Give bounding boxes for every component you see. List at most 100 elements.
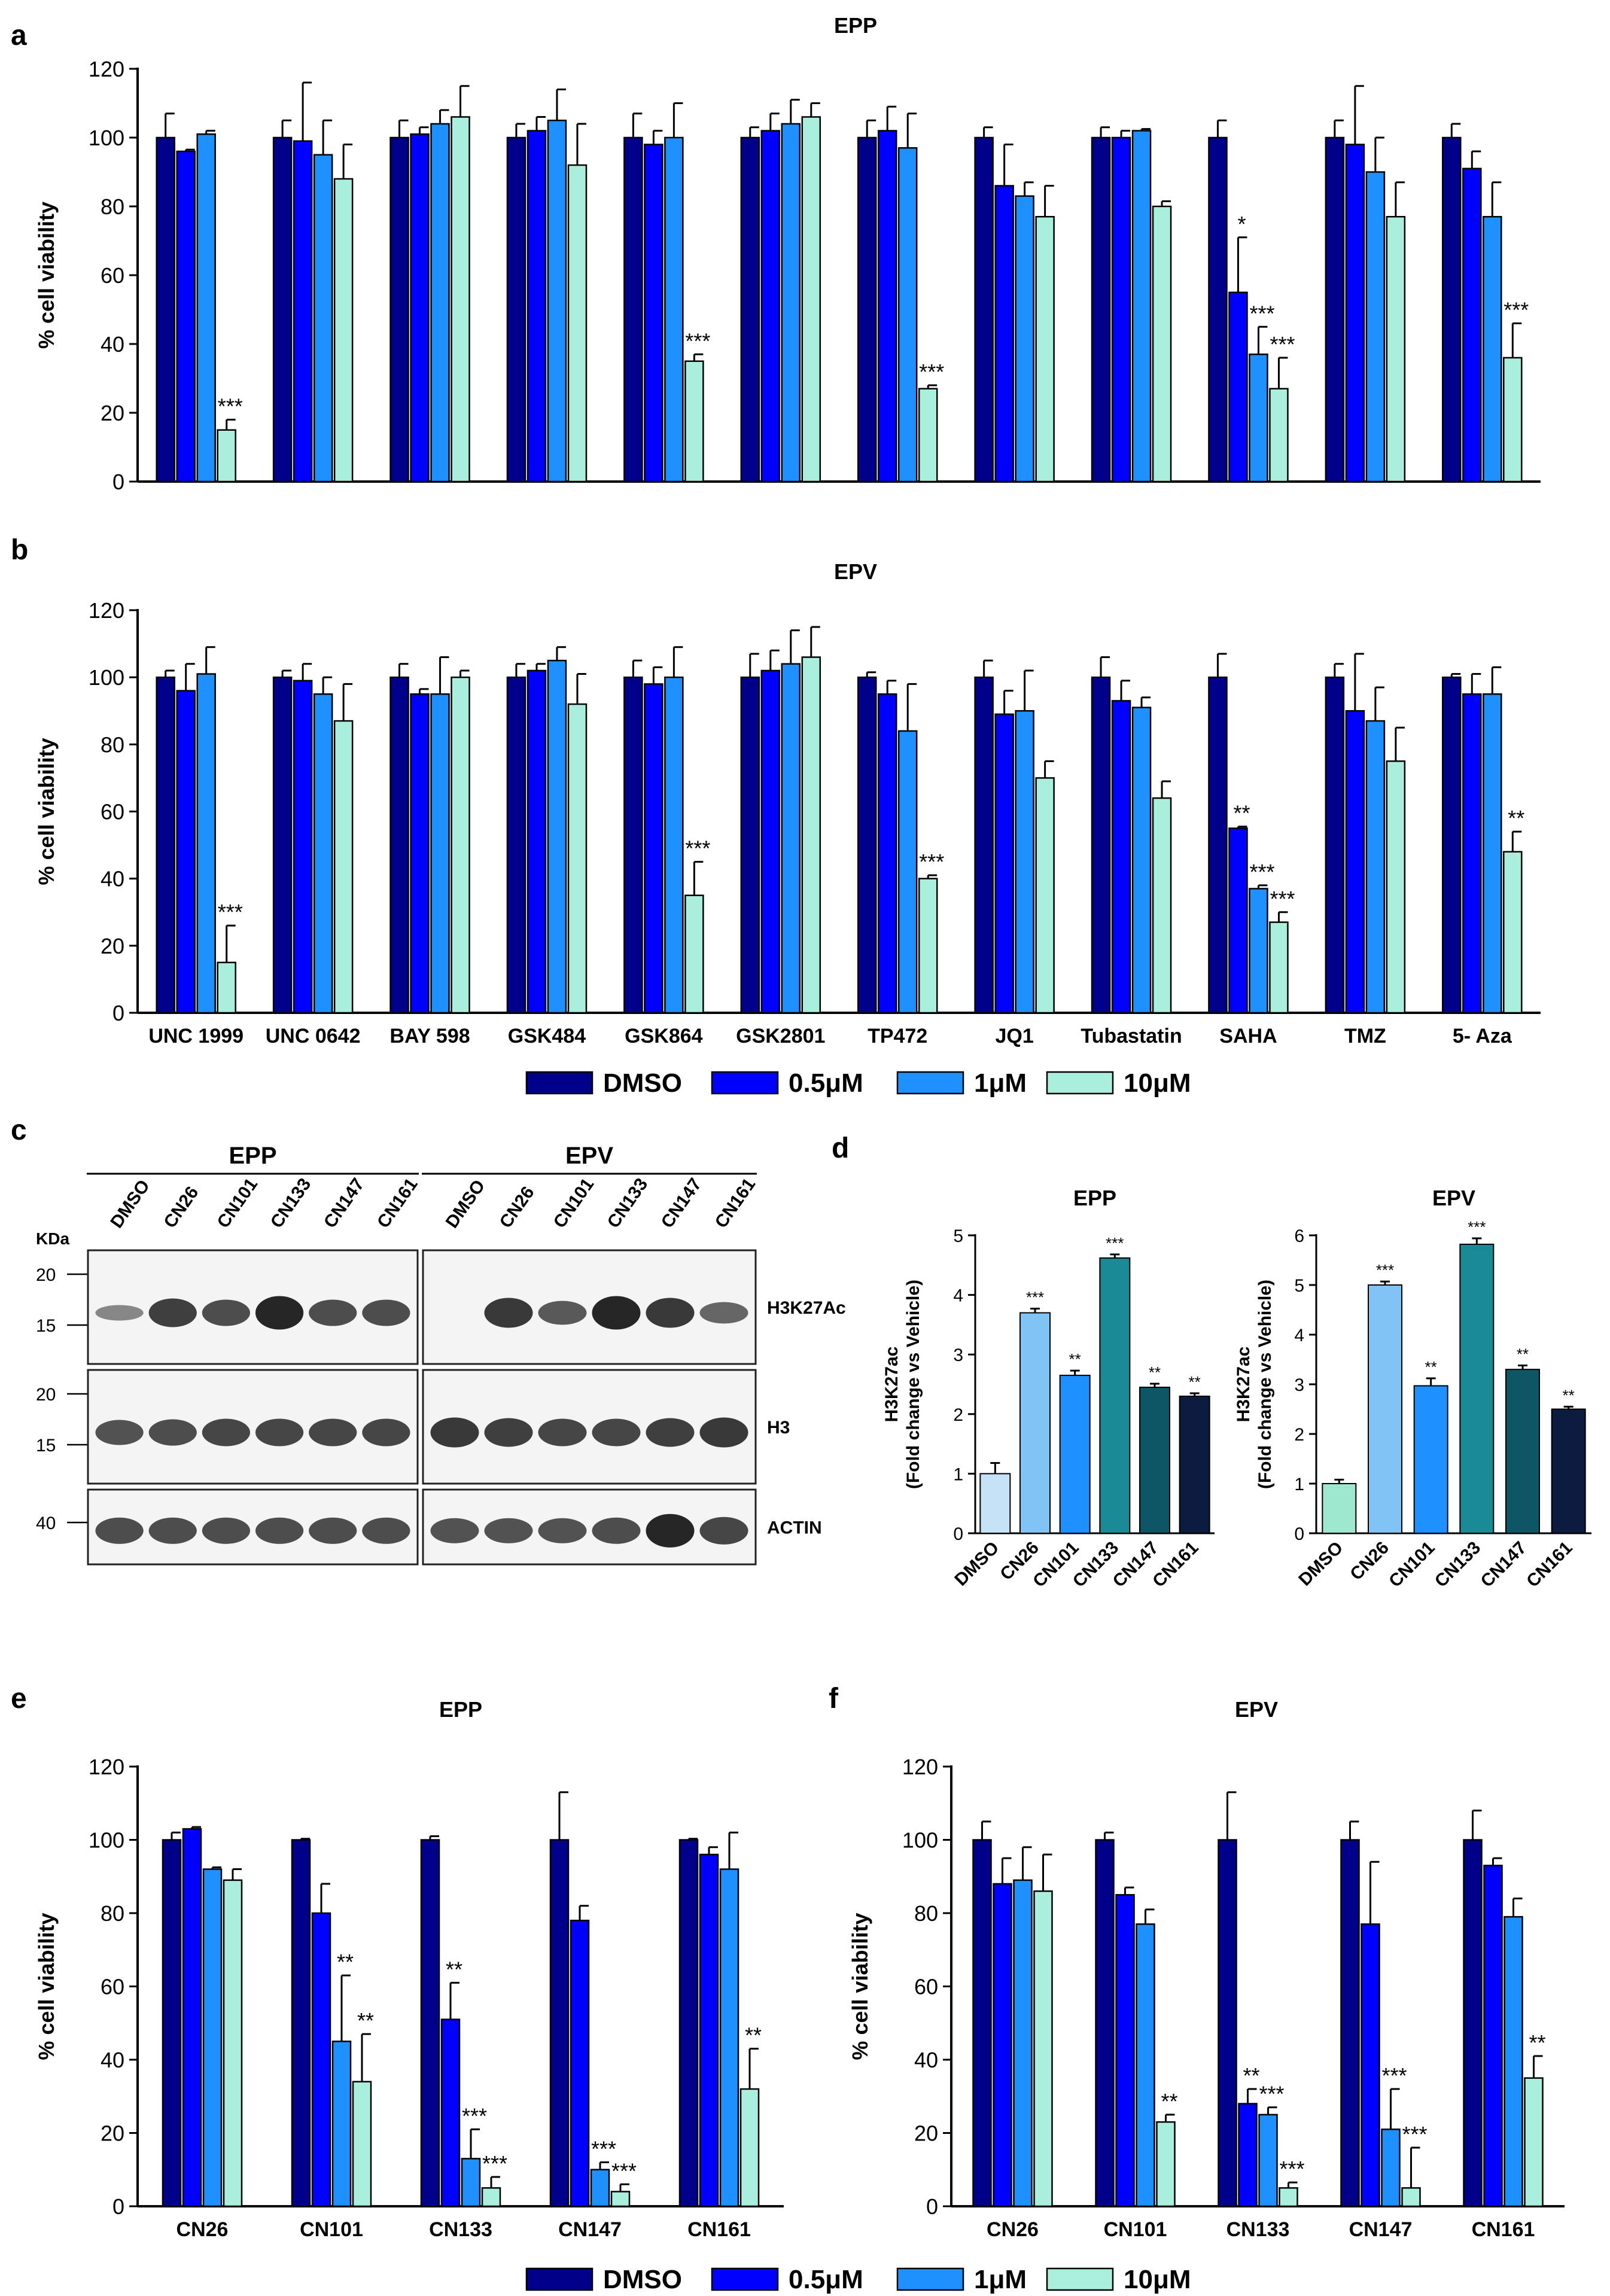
bar-0-1: [993, 1883, 1012, 2207]
bar-8-0: [1091, 136, 1111, 483]
legend-swatch-2: [896, 1071, 964, 1095]
legend-bottom: DMSO 0.5μM 1μM 10μM: [525, 2265, 1191, 2294]
y-tick-label-4: 4: [953, 1286, 963, 1306]
blot-band-2-0-3: [255, 1517, 304, 1544]
y-axis-label-b: % cell viability: [34, 738, 59, 885]
bar-10-0: [1325, 676, 1345, 1014]
bar-1-2: [1136, 1923, 1155, 2207]
significance-label: ***: [482, 2151, 507, 2176]
bar-4-1: [644, 144, 664, 483]
x-category-label-7: JQ1: [995, 1025, 1033, 1047]
blot-band-1-0-1: [148, 1419, 197, 1446]
x-category-label-4: GSK864: [625, 1025, 702, 1047]
bar-3-0: [506, 676, 526, 1014]
panel-letter-a: a: [11, 20, 27, 51]
significance-label: ***: [1249, 860, 1274, 884]
chart-title-d_epv: EPV: [1432, 1186, 1475, 1210]
blot-band-1-0-0: [95, 1420, 144, 1445]
bar-9-3: [1269, 921, 1289, 1014]
bar-0-3: [1033, 1890, 1053, 2207]
bar-0-2: [196, 673, 216, 1014]
bar-3-1: [1361, 1923, 1380, 2207]
blot-band-2-1-5: [699, 1517, 748, 1545]
blot-band-1-1-1: [484, 1418, 533, 1447]
bar-5-0: [740, 676, 760, 1014]
legend-swatch-0: [525, 2267, 594, 2291]
significance-label: **: [1563, 1386, 1575, 1404]
bar-4-1: [644, 683, 664, 1014]
bar-1-3: [333, 720, 354, 1014]
bar-1-3: [333, 178, 354, 483]
bar-10-2: [1365, 720, 1386, 1014]
bar-10-1: [1345, 144, 1365, 483]
blot-band-1-1-4: [646, 1418, 695, 1447]
bar-3-3: [1401, 2187, 1421, 2207]
x-category-label-3: CN147: [1349, 2218, 1413, 2241]
bar-3-2: [547, 120, 567, 483]
bar-9-2: [1249, 888, 1268, 1014]
y-tick-label-1: 1: [1294, 1475, 1304, 1494]
bar-3-1: [570, 1920, 590, 2207]
blot-band-2-0-5: [362, 1517, 410, 1544]
significance-label: ***: [1279, 2157, 1304, 2181]
blot-band-2-1-0: [430, 1518, 479, 1543]
y-tick-label-3: 3: [1294, 1375, 1304, 1395]
bar-2-0: [389, 676, 409, 1014]
bar-9-2: [1249, 354, 1268, 483]
y-tick-label-80: 80: [914, 1901, 938, 1926]
bar-1: [1019, 1312, 1051, 1534]
bar-1-2: [331, 2041, 352, 2207]
significance-label: ***: [611, 2158, 637, 2183]
legend-label-1: 0.5μM: [789, 1068, 863, 1098]
significance-label: ***: [591, 2137, 616, 2161]
significance-label: **: [357, 2008, 374, 2033]
bar-11-2: [1483, 216, 1502, 483]
blot-band-0-1-4: [646, 1298, 695, 1328]
significance-label: ***: [919, 849, 944, 874]
bar-5-1: [760, 669, 781, 1014]
blot-band-1-0-2: [202, 1418, 251, 1447]
significance-label: **: [1189, 1373, 1201, 1391]
legend-swatch-0: [525, 1071, 594, 1095]
y-tick-label-0: 0: [112, 2194, 124, 2219]
bar-6-3: [918, 388, 938, 483]
bar-10-1: [1345, 710, 1365, 1014]
blot-band-0-0-0: [95, 1305, 144, 1321]
blot-label-2: ACTIN: [767, 1518, 822, 1538]
blot-band-0-1-1: [484, 1298, 533, 1328]
bar-7-2: [1015, 195, 1034, 483]
blot-box-2-1: [422, 1488, 757, 1566]
bar-2-1: [1238, 2103, 1258, 2207]
bar-8-1: [1111, 700, 1131, 1014]
bar-3-2: [547, 659, 567, 1014]
bar-0-1: [182, 1828, 202, 2207]
bar-0-2: [196, 133, 216, 483]
significance-label: ***: [218, 900, 243, 924]
bar-4: [1139, 1386, 1170, 1534]
bar-2-1: [410, 133, 430, 483]
chart-title-e: EPP: [439, 1697, 482, 1722]
significance-label: ***: [1270, 887, 1295, 911]
bar-4-0: [1463, 1839, 1483, 2207]
bar-0-0: [156, 676, 175, 1014]
bar-6-1: [877, 693, 897, 1014]
significance-label: **: [745, 2023, 762, 2048]
blot-box-0-1: [422, 1249, 757, 1365]
bar-5-0: [740, 136, 760, 483]
blot-band-2-1-4: [646, 1514, 695, 1548]
x-category-label-5: GSK2801: [736, 1025, 825, 1047]
y-tick-label-40: 40: [101, 2048, 124, 2072]
x-category-label-4: CN161: [1472, 2218, 1535, 2241]
bar-0: [1322, 1483, 1357, 1534]
bar-1-1: [293, 680, 313, 1014]
bar-5-2: [781, 663, 801, 1014]
bar-3-2: [1381, 2128, 1401, 2207]
chart-panel-b: b EPV % cell viability 0 20 40 60 80 100 120 UNC 1…: [11, 534, 1541, 1047]
y-tick-label-100: 100: [89, 126, 124, 150]
bar-3-1: [526, 130, 547, 483]
x-category-label-2: CN133: [1226, 2218, 1290, 2241]
blot-band-2-0-0: [95, 1517, 144, 1544]
y-tick-label-40: 40: [101, 332, 124, 357]
bar-2-1: [440, 2018, 461, 2207]
blot-band-0-0-2: [202, 1299, 251, 1326]
